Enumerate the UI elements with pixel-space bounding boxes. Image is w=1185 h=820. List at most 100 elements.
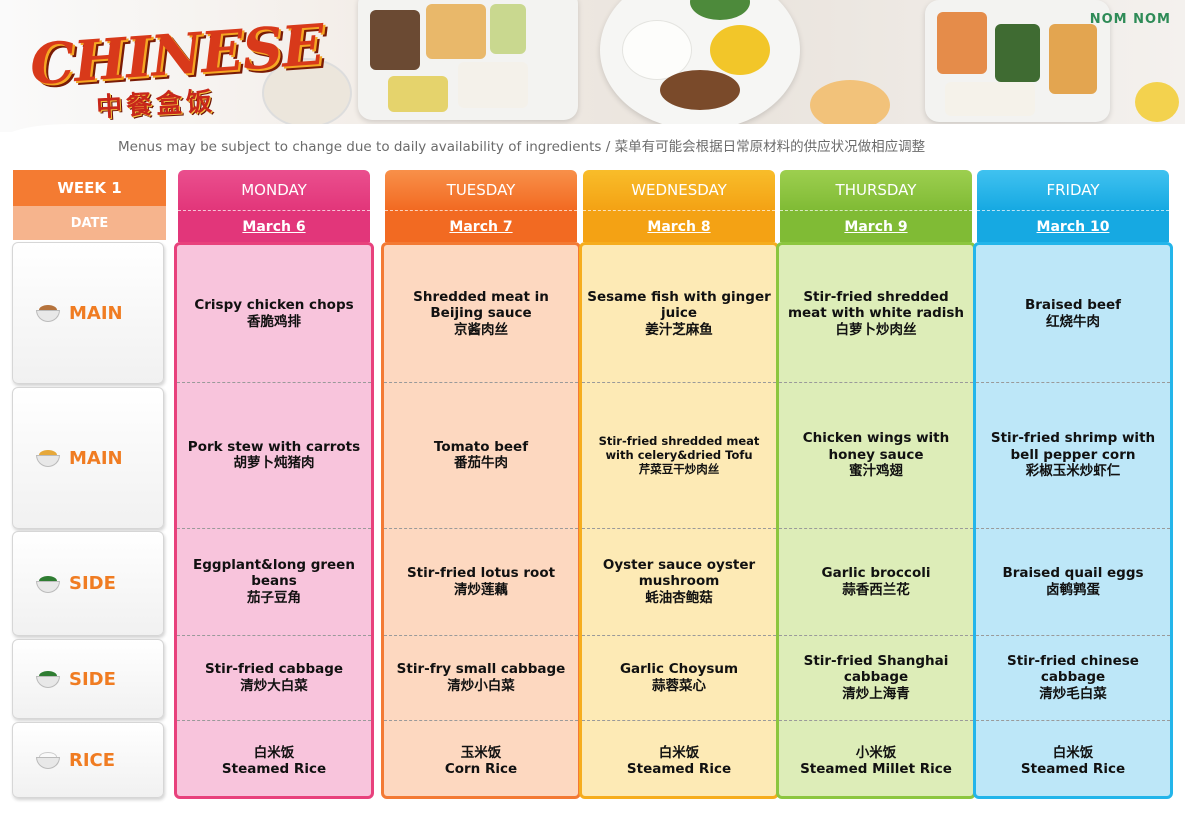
banner-curve xyxy=(0,124,1185,154)
logo-subtitle: 中餐盒饭 xyxy=(95,86,217,124)
menu-item-monday-5: 白米饭 Steamed Rice xyxy=(177,720,371,802)
menu-item-wednesday-5: 白米饭 Steamed Rice xyxy=(582,720,776,802)
rice-bowl-icon xyxy=(35,749,61,771)
menu-item-line-2: 清炒大白菜 xyxy=(240,677,308,694)
menu-notice: Menus may be subject to change due to da… xyxy=(118,139,926,155)
menu-item-line-2: 胡萝卜炖猪肉 xyxy=(233,455,315,471)
menu-item-line-2: Corn Rice xyxy=(444,761,518,777)
row-label-text: MAIN xyxy=(69,447,123,469)
menu-item-line-1: 白米饭 xyxy=(1052,744,1094,761)
row-label-text: SIDE xyxy=(69,668,116,690)
row-label-side-2: SIDE xyxy=(12,639,164,719)
menu-item-line-1: 小米饭 xyxy=(855,744,897,761)
day-column-friday: FRIDAY March 10 Braised beef 红烧牛肉 Stir-fried… xyxy=(973,170,1173,799)
row-label-text: MAIN xyxy=(69,302,123,324)
day-date-text: March 7 xyxy=(449,218,513,235)
row-separator xyxy=(177,382,371,383)
menu-item-wednesday-3: Oyster sauce oyster mushroom 蚝油杏鲍菇 xyxy=(582,528,776,635)
menu-item-monday-2: Pork stew with carrots 胡萝卜炖猪肉 xyxy=(177,382,371,528)
menu-item-friday-3: Braised quail eggs 卤鹌鹑蛋 xyxy=(976,528,1170,635)
menu-item-line-1: Stir-fried cabbage xyxy=(204,661,344,677)
day-menu-body: Shredded meat in Beijing sauce 京酱肉丝 Tomato… xyxy=(381,242,581,799)
day-date: March 8 xyxy=(583,210,775,242)
day-date: March 10 xyxy=(977,210,1169,242)
day-name: MONDAY xyxy=(178,170,370,210)
day-menu-body: Crispy chicken chops 香脆鸡排 Pork stew with c… xyxy=(174,242,374,799)
row-separator xyxy=(177,528,371,529)
row-separator xyxy=(582,528,776,529)
week-label: WEEK 1 xyxy=(13,170,166,206)
row-separator xyxy=(177,635,371,636)
menu-item-line-2: 清炒小白菜 xyxy=(447,677,515,694)
menu-item-line-1: 白米饭 xyxy=(658,744,700,761)
menu-item-line-2: 蒜蓉菜心 xyxy=(652,677,706,694)
menu-item-thursday-5: 小米饭 Steamed Millet Rice xyxy=(779,720,973,802)
menu-item-wednesday-2: Stir-fried shredded meat with celery&dri… xyxy=(582,382,776,528)
menu-item-thursday-2: Chicken wings with honey sauce 蜜汁鸡翅 xyxy=(779,382,973,528)
row-separator xyxy=(384,720,578,721)
row-label-rice: RICE xyxy=(12,722,164,798)
row-label-side-1: SIDE xyxy=(12,531,164,636)
brand-logo: NOM NOM xyxy=(1089,12,1171,27)
row-separator xyxy=(384,528,578,529)
greens-bowl-icon xyxy=(35,573,61,595)
greens-bowl-icon xyxy=(35,668,61,690)
menu-item-tuesday-3: Stir-fried lotus root 清炒莲藕 xyxy=(384,528,578,635)
day-column-thursday: THURSDAY March 9 Stir-fried shredded meat … xyxy=(776,170,976,799)
row-separator xyxy=(976,635,1170,636)
row-label-text: SIDE xyxy=(69,573,116,594)
menu-item-line-2: 清炒莲藕 xyxy=(454,581,508,598)
day-column-tuesday: TUESDAY March 7 Shredded meat in Beijing s… xyxy=(381,170,581,799)
menu-item-line-1: Pork stew with carrots xyxy=(187,438,361,455)
menu-item-line-2: 蚝油杏鲍菇 xyxy=(645,589,713,606)
day-date-text: March 9 xyxy=(844,218,908,235)
menu-item-line-1: Shredded meat in Beijing sauce xyxy=(413,288,549,322)
menu-item-line-1: Stir-fried lotus root xyxy=(406,565,556,581)
lemon-image xyxy=(1135,82,1179,122)
menu-item-monday-3: Eggplant&long green beans 茄子豆角 xyxy=(177,528,371,635)
row-separator xyxy=(582,635,776,636)
menu-item-wednesday-1: Sesame fish with ginger juice 姜汁芝麻鱼 xyxy=(582,245,776,382)
menu-item-line-2: 香脆鸡排 xyxy=(247,313,301,330)
menu-item-friday-1: Braised beef 红烧牛肉 xyxy=(976,245,1170,382)
menu-item-line-1: Oyster sauce oyster mushroom xyxy=(602,556,756,590)
row-label-main-2: MAIN xyxy=(12,387,164,529)
day-date-text: March 8 xyxy=(647,218,711,235)
row-separator xyxy=(779,528,973,529)
menu-item-line-1: Garlic broccoli xyxy=(821,565,931,581)
menu-item-line-2: 蜜汁鸡翅 xyxy=(849,463,903,480)
day-date: March 6 xyxy=(178,210,370,242)
menu-item-line-1: Stir-fried shredded meat with white radi… xyxy=(787,288,965,322)
row-separator xyxy=(177,720,371,721)
menu-item-line-2: 卤鹌鹑蛋 xyxy=(1046,581,1100,598)
day-date-text: March 6 xyxy=(242,218,306,235)
meat-bowl-icon xyxy=(35,302,61,324)
fries-bowl-icon xyxy=(35,447,61,469)
menu-item-line-1: Eggplant&long green beans xyxy=(193,556,355,590)
date-label: DATE xyxy=(13,206,166,240)
menu-item-line-1: Stir-fried Shanghai cabbage xyxy=(803,652,949,686)
menu-item-line-2: 蒜香西兰花 xyxy=(842,581,910,598)
row-separator xyxy=(582,382,776,383)
row-separator xyxy=(779,720,973,721)
menu-item-line-1: Stir-fried chinese cabbage xyxy=(1007,652,1139,686)
row-label-text: RICE xyxy=(69,749,116,771)
menu-item-line-1: Chicken wings with honey sauce xyxy=(802,430,950,463)
menu-item-line-1: Tomato beef xyxy=(433,438,529,455)
menu-item-line-1: Braised beef xyxy=(1024,297,1122,313)
row-separator xyxy=(976,528,1170,529)
day-name: WEDNESDAY xyxy=(583,170,775,210)
menu-item-line-2: 番茄牛肉 xyxy=(454,455,508,471)
row-separator xyxy=(582,720,776,721)
day-name: THURSDAY xyxy=(780,170,972,210)
day-column-monday: MONDAY March 6 Crispy chicken chops 香脆鸡排 Por… xyxy=(174,170,374,799)
menu-item-line-2: 彩椒玉米炒虾仁 xyxy=(1025,463,1121,480)
menu-item-line-1: Stir-fry small cabbage xyxy=(396,661,566,677)
food-plate-image xyxy=(600,0,800,130)
menu-item-line-2: 茄子豆角 xyxy=(247,589,301,606)
menu-item-line-2: 京酱肉丝 xyxy=(454,321,508,338)
menu-item-tuesday-1: Shredded meat in Beijing sauce 京酱肉丝 xyxy=(384,245,578,382)
day-column-wednesday: WEDNESDAY March 8 Sesame fish with ginger … xyxy=(579,170,779,799)
day-menu-body: Braised beef 红烧牛肉 Stir-fried shrimp with b… xyxy=(973,242,1173,799)
day-menu-body: Sesame fish with ginger juice 姜汁芝麻鱼 Stir-f… xyxy=(579,242,779,799)
